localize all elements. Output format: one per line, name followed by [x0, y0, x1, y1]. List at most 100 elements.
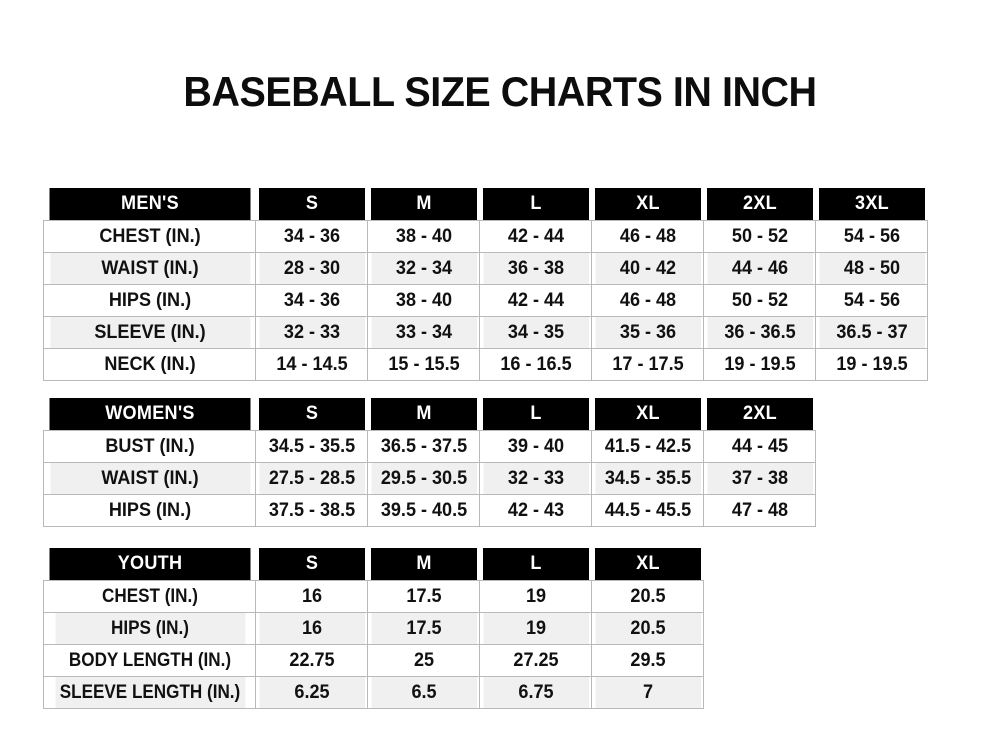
measurement-value: 6.25: [257, 676, 366, 709]
measurement-value: 27.5 - 28.5: [257, 462, 366, 495]
measurement-value: 37.5 - 38.5: [257, 494, 366, 527]
womens-size-table: WOMEN'S S M L XL 2XL BUST (IN.) 34.5 - 35.5 36.5…: [43, 398, 816, 527]
measurement-value: 14 - 14.5: [257, 348, 366, 381]
measurement-value: 39 - 40: [481, 430, 590, 463]
measurement-value: 47 - 48: [705, 494, 814, 527]
measurement-value: 20.5: [593, 612, 702, 645]
measurement-value: 32 - 33: [257, 316, 366, 349]
size-column-header: M: [370, 398, 477, 431]
table-category-label: WOMEN'S: [48, 398, 251, 431]
table-row: SLEEVE (IN.) 32 - 33 33 - 34 34 - 35 35 - 36…: [44, 316, 928, 349]
size-column-header: L: [482, 398, 589, 431]
table-row: CHEST (IN.) 34 - 36 38 - 40 42 - 44 46 - 48 5…: [44, 220, 928, 253]
size-column-header: 2XL: [706, 398, 813, 431]
size-column-header: S: [258, 548, 365, 581]
size-column-header: 3XL: [818, 188, 925, 221]
measurement-value: 6.5: [369, 676, 478, 709]
measurement-value: 54 - 56: [817, 220, 926, 253]
size-column-header: 2XL: [706, 188, 813, 221]
mens-size-table: MEN'S S M L XL 2XL 3XL CHEST (IN.) 34 - 36 38 - 4…: [43, 188, 928, 381]
measurement-value: 54 - 56: [817, 284, 926, 317]
measurement-value: 34 - 36: [257, 220, 366, 253]
measurement-value: 41.5 - 42.5: [593, 430, 702, 463]
measurement-value: 19: [481, 612, 590, 645]
measurement-label: HIPS (IN.): [48, 494, 251, 527]
measurement-label: CHEST (IN.): [53, 580, 246, 613]
measurement-value: 44 - 46: [705, 252, 814, 285]
measurement-value: 22.75: [257, 644, 366, 677]
measurement-value: 39.5 - 40.5: [369, 494, 478, 527]
measurement-label: SLEEVE (IN.): [48, 316, 251, 349]
measurement-value: 34.5 - 35.5: [593, 462, 702, 495]
measurement-value: 50 - 52: [705, 284, 814, 317]
measurement-value: 32 - 34: [369, 252, 478, 285]
table-row: HIPS (IN.) 34 - 36 38 - 40 42 - 44 46 - 48 50…: [44, 284, 928, 317]
measurement-value: 46 - 48: [593, 220, 702, 253]
measurement-label: WAIST (IN.): [48, 462, 251, 495]
measurement-value: 19 - 19.5: [705, 348, 814, 381]
table-row: CHEST (IN.) 16 17.5 19 20.5: [44, 580, 704, 613]
measurement-value: 36.5 - 37: [817, 316, 926, 349]
table-category-label: MEN'S: [48, 188, 251, 221]
measurement-value: 19 - 19.5: [817, 348, 926, 381]
measurement-label: SLEEVE LENGTH (IN.): [53, 676, 246, 709]
table-row: BUST (IN.) 34.5 - 35.5 36.5 - 37.5 39 - 40 4…: [44, 430, 816, 463]
table-header-row: MEN'S S M L XL 2XL 3XL: [44, 188, 928, 221]
measurement-value: 6.75: [481, 676, 590, 709]
table-row: SLEEVE LENGTH (IN.) 6.25 6.5 6.75 7: [44, 676, 704, 709]
measurement-value: 46 - 48: [593, 284, 702, 317]
measurement-value: 29.5 - 30.5: [369, 462, 478, 495]
measurement-value: 36.5 - 37.5: [369, 430, 478, 463]
measurement-label: CHEST (IN.): [48, 220, 251, 253]
table-category-label: YOUTH: [48, 548, 251, 581]
table-header-row: WOMEN'S S M L XL 2XL: [44, 398, 816, 431]
youth-size-table: YOUTH S M L XL CHEST (IN.) 16 17.5 19 20.5 HIPS (I…: [43, 548, 704, 709]
measurement-value: 7: [593, 676, 702, 709]
measurement-label: HIPS (IN.): [48, 284, 251, 317]
size-column-header: M: [370, 548, 477, 581]
table-row: HIPS (IN.) 16 17.5 19 20.5: [44, 612, 704, 645]
measurement-value: 19: [481, 580, 590, 613]
measurement-value: 42 - 43: [481, 494, 590, 527]
measurement-value: 32 - 33: [481, 462, 590, 495]
measurement-value: 35 - 36: [593, 316, 702, 349]
size-column-header: L: [482, 188, 589, 221]
measurement-value: 48 - 50: [817, 252, 926, 285]
measurement-value: 37 - 38: [705, 462, 814, 495]
measurement-value: 36 - 36.5: [705, 316, 814, 349]
table-header-row: YOUTH S M L XL: [44, 548, 704, 581]
table-row: WAIST (IN.) 28 - 30 32 - 34 36 - 38 40 - 42 4…: [44, 252, 928, 285]
size-column-header: XL: [594, 548, 701, 581]
measurement-value: 34 - 35: [481, 316, 590, 349]
size-column-header: XL: [594, 398, 701, 431]
table-row: BODY LENGTH (IN.) 22.75 25 27.25 29.5: [44, 644, 704, 677]
measurement-value: 38 - 40: [369, 220, 478, 253]
page-title: BASEBALL SIZE CHARTS IN INCH: [183, 68, 817, 115]
measurement-value: 42 - 44: [481, 220, 590, 253]
measurement-value: 20.5: [593, 580, 702, 613]
measurement-value: 16: [257, 612, 366, 645]
measurement-label: BODY LENGTH (IN.): [53, 644, 246, 677]
measurement-value: 17 - 17.5: [593, 348, 702, 381]
measurement-value: 15 - 15.5: [369, 348, 478, 381]
size-column-header: S: [258, 188, 365, 221]
measurement-value: 27.25: [481, 644, 590, 677]
measurement-value: 38 - 40: [369, 284, 478, 317]
measurement-label: NECK (IN.): [48, 348, 251, 381]
size-column-header: XL: [594, 188, 701, 221]
measurement-value: 44 - 45: [705, 430, 814, 463]
measurement-value: 16 - 16.5: [481, 348, 590, 381]
measurement-value: 34 - 36: [257, 284, 366, 317]
size-column-header: S: [258, 398, 365, 431]
table-row: HIPS (IN.) 37.5 - 38.5 39.5 - 40.5 42 - 43 4…: [44, 494, 816, 527]
measurement-value: 17.5: [369, 580, 478, 613]
table-row: NECK (IN.) 14 - 14.5 15 - 15.5 16 - 16.5 17 …: [44, 348, 928, 381]
measurement-value: 50 - 52: [705, 220, 814, 253]
measurement-label: HIPS (IN.): [53, 612, 246, 645]
measurement-label: BUST (IN.): [48, 430, 251, 463]
measurement-value: 40 - 42: [593, 252, 702, 285]
measurement-value: 17.5: [369, 612, 478, 645]
measurement-value: 34.5 - 35.5: [257, 430, 366, 463]
size-column-header: M: [370, 188, 477, 221]
